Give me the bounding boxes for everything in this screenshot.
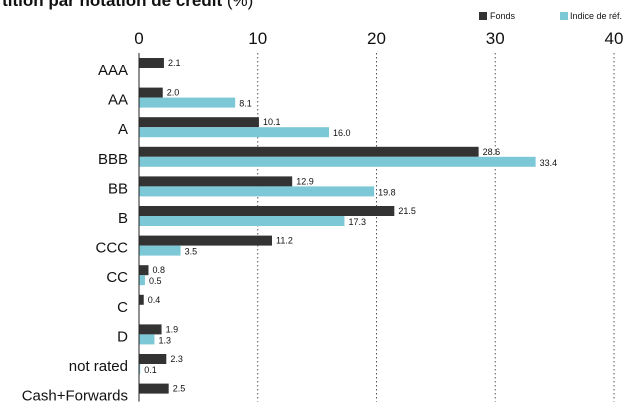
bar-fonds [139, 206, 394, 216]
bar-fonds [139, 354, 166, 364]
category-label: D [117, 328, 128, 345]
legend-swatch-indice [560, 12, 568, 20]
data-label-fonds: 2.1 [168, 58, 181, 68]
data-label-fonds: 12.9 [296, 176, 314, 186]
bar-fonds [139, 295, 144, 305]
bar-fonds [139, 88, 163, 98]
x-tick-label: 30 [486, 29, 505, 48]
data-label-indice: 33.4 [540, 158, 558, 168]
data-label-indice: 17.3 [348, 217, 366, 227]
data-label-fonds: 10.1 [263, 117, 281, 127]
data-label-fonds: 2.3 [170, 354, 183, 364]
legend: Fonds Indice de réf. [479, 11, 622, 21]
bar-indice [139, 246, 181, 256]
bar-fonds [139, 384, 169, 394]
legend-label-indice: Indice de réf. [570, 11, 622, 21]
bar-indice [139, 334, 154, 344]
category-label: CC [106, 269, 128, 286]
bar-fonds [139, 265, 149, 275]
category-label: not rated [69, 358, 128, 375]
bar-fonds [139, 176, 292, 186]
x-tick-label: 40 [605, 29, 624, 48]
data-label-indice: 8.1 [239, 99, 252, 109]
category-label: BBB [98, 151, 128, 168]
category-label: Cash+Forwards [22, 388, 128, 403]
bar-indice [139, 127, 329, 137]
category-label: C [117, 299, 128, 316]
data-label-fonds: 21.5 [398, 206, 416, 216]
data-label-indice: 3.5 [185, 247, 198, 257]
bar-indice [139, 275, 145, 285]
data-label-fonds: 0.8 [153, 265, 166, 275]
x-axis-ticks: 0 10 20 30 40 [134, 29, 623, 48]
bar-fonds [139, 324, 162, 334]
legend-label-fonds: Fonds [490, 11, 516, 21]
data-label-fonds: 0.4 [148, 295, 161, 305]
data-label-fonds: 11.2 [276, 236, 293, 246]
bar-indice [139, 186, 374, 196]
category-label: AA [108, 92, 128, 109]
data-label-indice: 19.8 [378, 187, 396, 197]
grid-lines [258, 53, 614, 402]
category-label: A [118, 121, 128, 138]
data-label-fonds: 28.6 [483, 147, 501, 157]
legend-swatch-fonds [479, 12, 487, 20]
category-label: AAA [98, 62, 128, 79]
data-label-indice: 1.3 [158, 335, 171, 345]
bar-indice [139, 157, 536, 167]
category-label: BB [108, 180, 128, 197]
x-tick-label: 20 [367, 29, 386, 48]
bar-fonds [139, 147, 479, 157]
data-label-indice: 0.5 [149, 276, 162, 286]
data-label-indice: 0.1 [144, 365, 157, 375]
x-tick-label: 10 [248, 29, 267, 48]
bar-fonds [139, 58, 164, 68]
data-label-fonds: 2.5 [173, 384, 186, 394]
category-label: CCC [96, 240, 129, 257]
bar-fonds [139, 117, 259, 127]
bars: 2.1 2.0 8.1 10.1 16.0 28.6 33.4 12.9 19.821.5 17.… [139, 58, 557, 394]
bar-indice [139, 216, 344, 226]
bar-indice [139, 98, 235, 108]
category-label: B [118, 210, 128, 227]
x-tick-label: 0 [134, 29, 143, 48]
data-label-indice: 16.0 [333, 128, 351, 138]
data-label-fonds: 2.0 [167, 88, 180, 98]
bar-fonds [139, 236, 272, 246]
data-label-fonds: 1.9 [166, 324, 179, 334]
